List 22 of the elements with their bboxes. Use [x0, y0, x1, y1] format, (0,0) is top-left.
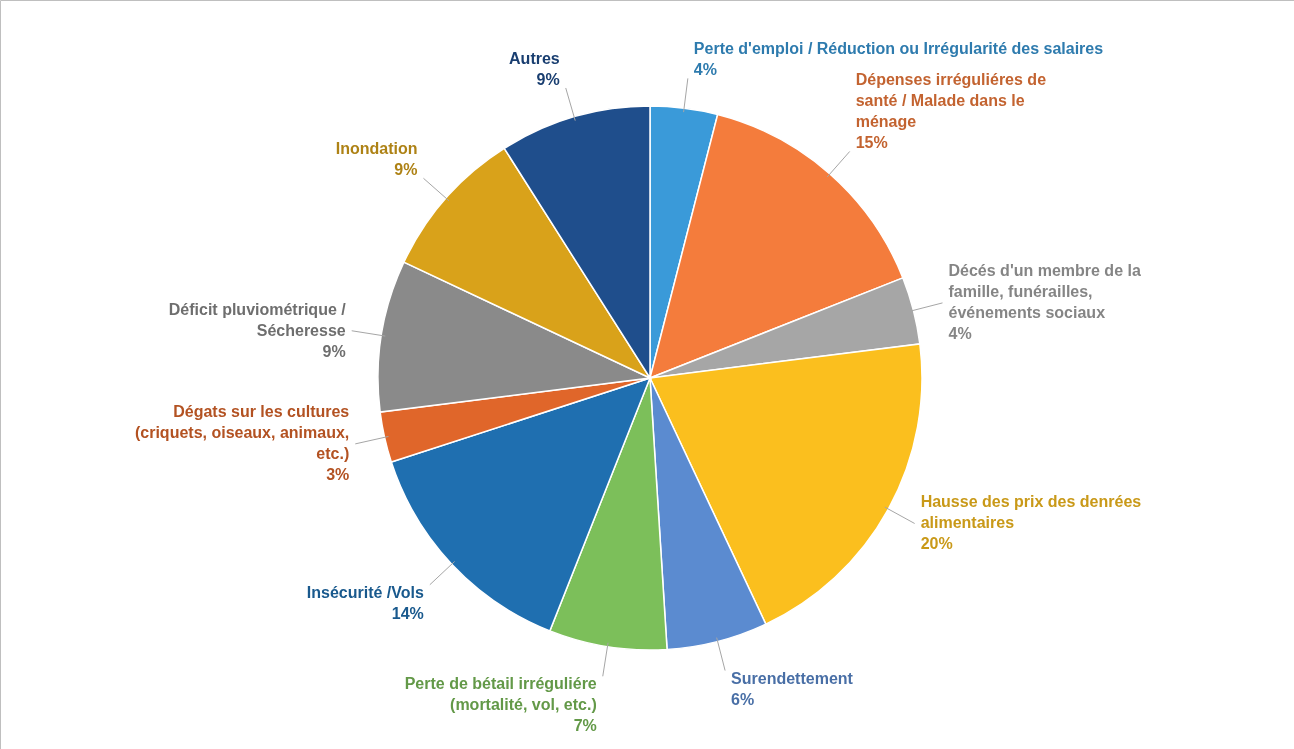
data-label: 4% [948, 325, 972, 343]
data-label: 15% [855, 134, 888, 152]
slice-label: Déficit pluviométrique / Sécheresse [168, 300, 347, 339]
slice-label: Autres [509, 49, 560, 67]
slice-label: Surendettement [731, 669, 854, 687]
data-label: 4% [693, 61, 717, 79]
slice-label: Insécurité /Vols [306, 583, 424, 601]
data-label: 9% [394, 161, 418, 179]
data-label: 14% [391, 604, 424, 622]
slice-label: Perte de bétail irréguliére (mortalité, vol, etc.) [404, 675, 597, 714]
slice-label: Inondation [335, 140, 418, 158]
data-label: 9% [322, 342, 346, 360]
slice-label: Perte d'emploi / Réduction ou Irrégularité des salaires [693, 40, 1104, 58]
data-label: 20% [920, 535, 953, 553]
slice-label: Dégats sur les cultures (criquets, oiseaux, animaux, etc.) [134, 403, 350, 463]
slice-label: Dépenses irréguliéres de santé / Malade dans le ménage [855, 71, 1047, 131]
data-label: 9% [536, 70, 560, 88]
data-label: 3% [326, 466, 350, 484]
data-label: 7% [573, 717, 597, 735]
slice-label: Hausse des prix des denrées alimentaires [920, 493, 1142, 532]
data-label: 6% [731, 690, 755, 708]
slice-label: Décés d'un membre de la famille, funérailles, événements sociaux [948, 262, 1141, 322]
